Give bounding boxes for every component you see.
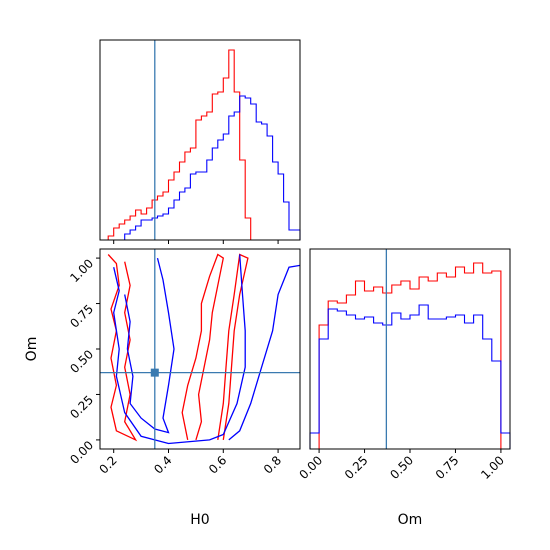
contour-xtick-label: 0.8 <box>261 453 284 476</box>
contour-ytick-label: 0.25 <box>67 393 96 422</box>
om-xtick-label: 0.75 <box>433 453 462 482</box>
contour-xtick-label: 0.2 <box>96 453 119 476</box>
contour-ytick-label: 0.75 <box>67 302 96 331</box>
contour-ytick-label: 0.50 <box>67 347 96 376</box>
contour-xtick-label: 0.4 <box>151 453 174 476</box>
om-marginal-frame <box>309 248 511 450</box>
truth-point-marker <box>150 368 159 377</box>
contour-xtick-label: 0.6 <box>206 453 229 476</box>
y-axis-label-om: Om <box>24 337 40 362</box>
contour-ytick-label: 1.00 <box>67 256 96 285</box>
contour-series-2-level-3 <box>228 264 300 441</box>
contour-series-1-level-1 <box>107 254 138 442</box>
h0-marginal-panel <box>99 39 301 244</box>
om-xtick-label: 0.50 <box>387 453 416 482</box>
contour-ytick-label: 0.00 <box>67 438 96 467</box>
om-marginal-panel: 0.00 0.25 0.50 0.75 1.00 Om <box>296 248 511 528</box>
h0-histogram-series-2 <box>108 95 301 241</box>
om-xtick-label: 0.00 <box>296 453 325 482</box>
x-axis-label-h0: H0 <box>190 512 209 528</box>
contour-series-2-level-2 <box>124 257 175 434</box>
h0-om-contour-panel: 0.2 0.4 0.6 0.8 0.00 0.25 0.50 0.75 1.00 H0 Om <box>24 248 301 528</box>
om-xtick-label: 0.25 <box>342 453 371 482</box>
om-xtick-label: 1.00 <box>478 453 507 482</box>
om-histogram-series-1 <box>310 262 510 450</box>
contour-series-1-level-2 <box>181 253 225 441</box>
contour-series-2-level-1 <box>113 254 246 445</box>
x-axis-label-om: Om <box>398 512 423 528</box>
contour-frame <box>99 248 301 450</box>
h0-histogram-series-1 <box>107 49 300 241</box>
om-histogram-series-2 <box>309 304 511 449</box>
h0-marginal-frame <box>99 39 301 241</box>
